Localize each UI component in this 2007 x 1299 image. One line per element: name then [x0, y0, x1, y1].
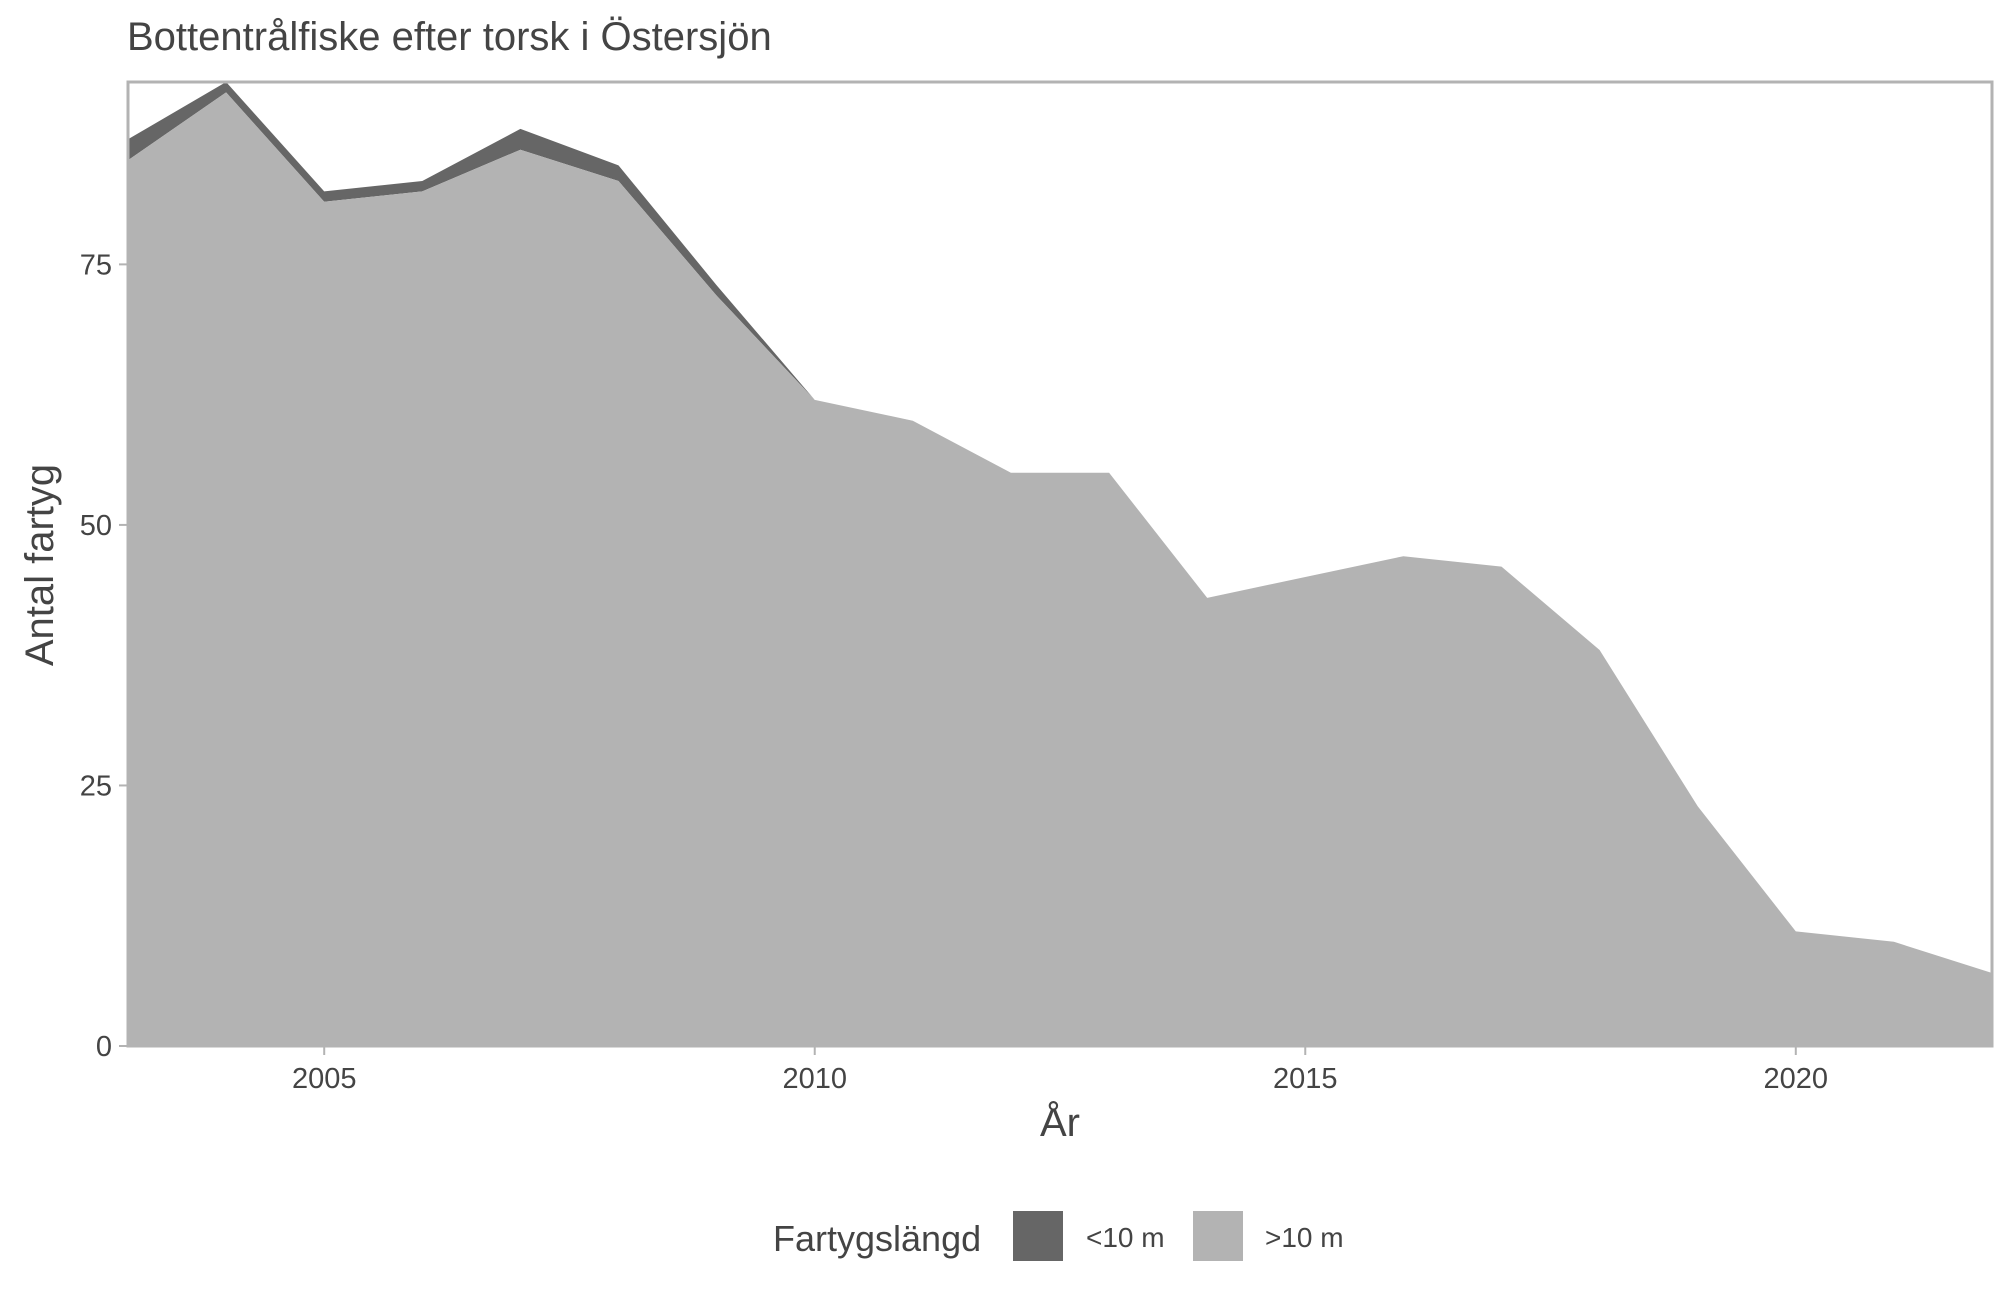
y-tick-label: 0 — [96, 1031, 112, 1063]
panel-border — [126, 80, 1994, 1048]
x-tick-label: 2015 — [1273, 1063, 1338, 1095]
x-tick-label: 2005 — [292, 1063, 357, 1095]
y-tick-label: 25 — [80, 770, 112, 802]
x-tick-label: 2020 — [1764, 1063, 1829, 1095]
area-series-group — [128, 82, 1992, 1046]
legend-key-over10 — [1193, 1211, 1243, 1261]
legend: Fartygslängd <10 m >10 m — [773, 1211, 1344, 1261]
legend-key-under10 — [1013, 1211, 1063, 1261]
legend-title: Fartygslängd — [773, 1218, 981, 1259]
x-axis: 2005 2010 2015 2020 — [292, 1046, 1828, 1095]
y-axis: 0 25 50 75 — [80, 249, 128, 1063]
y-tick-label: 75 — [80, 249, 112, 281]
y-tick-label: 50 — [80, 510, 112, 542]
area-series-over10 — [128, 92, 1992, 1046]
legend-label-over10: >10 m — [1265, 1222, 1344, 1253]
x-tick-label: 2010 — [782, 1063, 847, 1095]
x-axis-title: År — [1040, 1100, 1080, 1145]
chart-title: Bottentrålfiske efter torsk i Östersjön — [127, 15, 772, 59]
y-axis-title: Antal fartyg — [18, 464, 62, 666]
legend-label-under10: <10 m — [1086, 1222, 1165, 1253]
